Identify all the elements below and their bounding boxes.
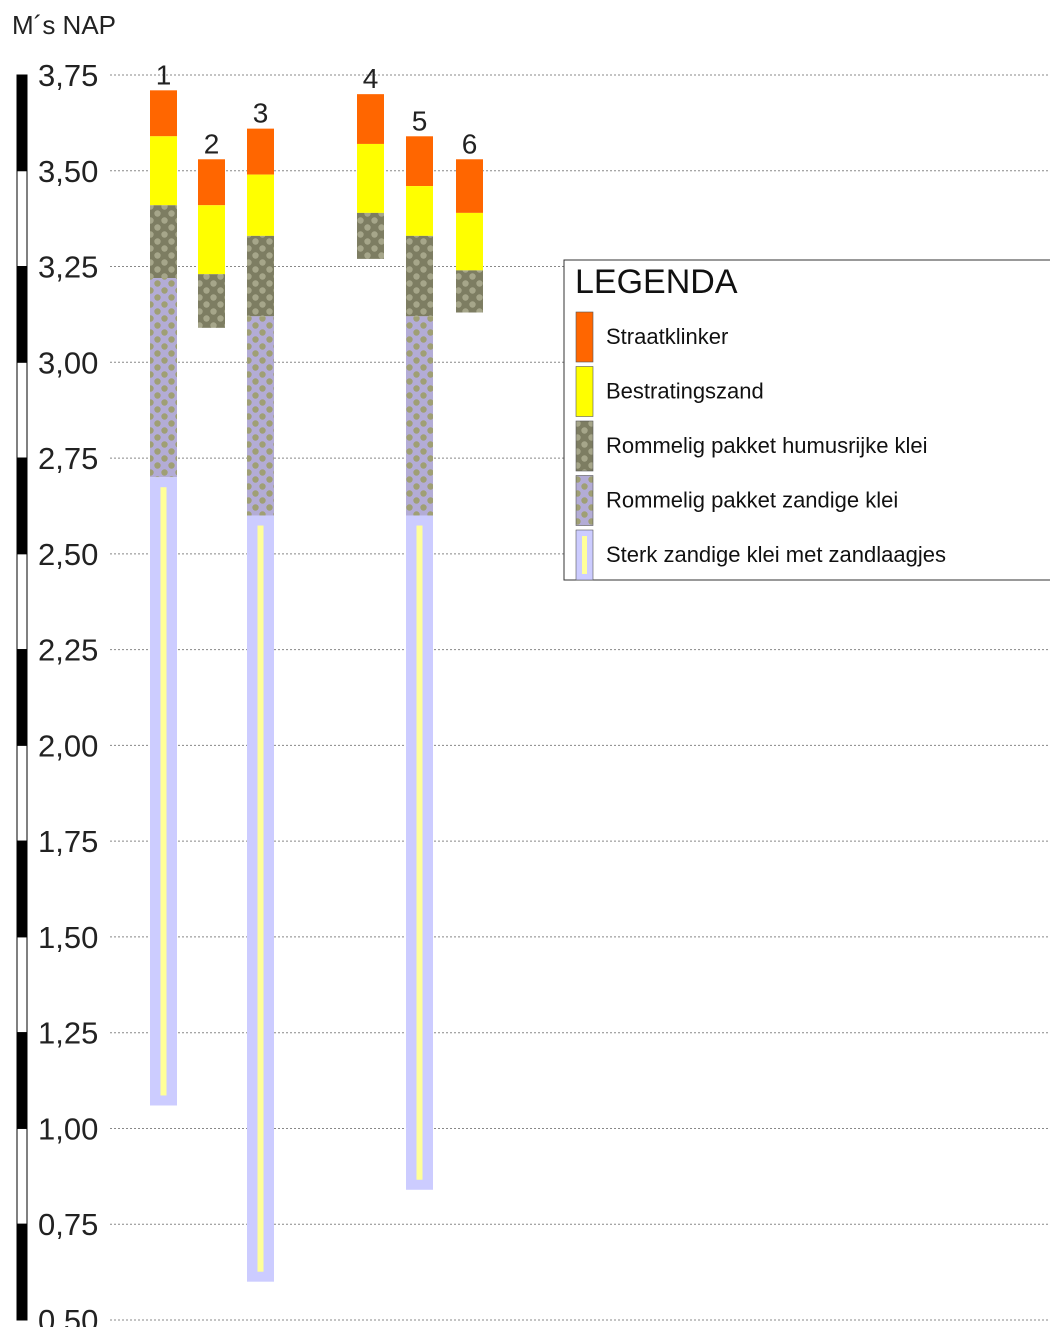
legend-items: Straatklinker Bestratingszand Rommelig pak… [575, 311, 946, 581]
layer-zandigeklei [150, 278, 177, 478]
tick-label: 3,50 [38, 154, 98, 189]
layer-bestratingszand [198, 205, 225, 275]
legend-label: Straatklinker [606, 324, 728, 349]
legend-item-zandigeklei: Rommelig pakket zandige klei [575, 475, 898, 526]
legend-label: Rommelig pakket humusrijke klei [606, 433, 928, 458]
legend-label: Sterk zandige klei met zandlaagjes [606, 542, 946, 567]
legend-label: Rommelig pakket zandige klei [606, 488, 898, 513]
legend-item-bestratingszand: Bestratingszand [575, 366, 764, 417]
tick-label: 2,25 [38, 633, 98, 668]
tick-label: 2,50 [38, 537, 98, 572]
layer-humusklei [198, 274, 225, 328]
legend-swatch [575, 420, 594, 472]
legend-swatch-stripe [582, 536, 587, 574]
scale-segment [16, 1127, 28, 1225]
tick-label: 1,50 [38, 920, 98, 955]
layer-humusklei [406, 235, 433, 317]
tick-label: 1,75 [38, 824, 98, 859]
layer-straatklinker [456, 159, 483, 213]
unit-label: M´s NAP [12, 10, 116, 40]
tick-label: 1,25 [38, 1016, 98, 1051]
scale-segment [16, 553, 28, 651]
scale-segment [16, 266, 28, 363]
boring-label: 5 [412, 105, 428, 136]
tick-label: 0,75 [38, 1207, 98, 1242]
tick-label: 3,75 [38, 58, 98, 93]
scale-segment [16, 744, 28, 842]
layer-sterkzandig-stripe [160, 487, 167, 1096]
boring-label: 1 [156, 59, 172, 90]
layer-humusklei [247, 235, 274, 317]
boring-2: 2 [198, 128, 225, 328]
legend-swatch [575, 311, 594, 363]
boring-label: 6 [462, 128, 478, 159]
legend-item-humusklei: Rommelig pakket humusrijke klei [575, 420, 928, 472]
layer-bestratingszand [456, 212, 483, 271]
legend-swatch [575, 475, 594, 526]
depth-scale-bar [16, 74, 28, 1321]
layer-straatklinker [357, 94, 384, 144]
layer-sterkzandig-stripe [416, 525, 423, 1180]
tick-label: 2,00 [38, 728, 98, 763]
legend: LEGENDA Straatklinker Bestratingszand Romm… [563, 259, 1050, 581]
legend-swatch [575, 366, 594, 417]
scale-segment [16, 840, 28, 938]
scale-segment [16, 1032, 28, 1129]
boring-label: 4 [363, 63, 379, 94]
layer-humusklei [150, 205, 177, 279]
legend-label: Bestratingszand [606, 379, 764, 404]
layer-sterkzandig-stripe [257, 525, 264, 1272]
boring-label: 2 [204, 128, 220, 159]
tick-label: 1,00 [38, 1111, 98, 1146]
layer-bestratingszand [247, 174, 274, 236]
boring-columns: 1 2 3 4 5 6 [150, 59, 483, 1282]
tick-label: 0,50 [38, 1303, 98, 1327]
layer-straatklinker [198, 159, 225, 206]
layer-humusklei [357, 212, 384, 259]
boring-4: 4 [357, 63, 384, 259]
layer-straatklinker [247, 128, 274, 175]
scale-segment [16, 361, 28, 459]
legend-box [563, 259, 1050, 581]
boring-1: 1 [150, 59, 177, 1106]
tick-label: 3,00 [38, 345, 98, 380]
scale-segment [16, 1223, 28, 1321]
layer-bestratingszand [406, 186, 433, 236]
legend-title: LEGENDA [575, 263, 738, 301]
scale-segment [16, 649, 28, 746]
tick-label: 3,25 [38, 250, 98, 285]
boring-6: 6 [456, 128, 483, 313]
tick-label: 2,75 [38, 441, 98, 476]
scale-segment [16, 457, 28, 555]
layer-zandigeklei [247, 316, 274, 516]
boring-3: 3 [247, 98, 274, 1282]
layer-bestratingszand [357, 143, 384, 213]
layer-zandigeklei [406, 316, 433, 516]
legend-item-sterkzandig: Sterk zandige klei met zandlaagjes [575, 529, 946, 581]
scale-segment [16, 170, 28, 268]
boring-label: 3 [253, 98, 269, 129]
layer-humusklei [456, 270, 483, 313]
legend-item-straatklinker: Straatklinker [575, 311, 728, 363]
layer-straatklinker [150, 90, 177, 137]
layer-straatklinker [406, 136, 433, 187]
boring-5: 5 [406, 105, 433, 1190]
scale-segment [16, 936, 28, 1034]
layer-bestratingszand [150, 136, 177, 206]
depth-tick-labels: 3,75 3,50 3,25 3,00 2,75 2,50 2,25 2,00 1,75 1,50… [38, 58, 98, 1327]
scale-segment [16, 74, 28, 172]
